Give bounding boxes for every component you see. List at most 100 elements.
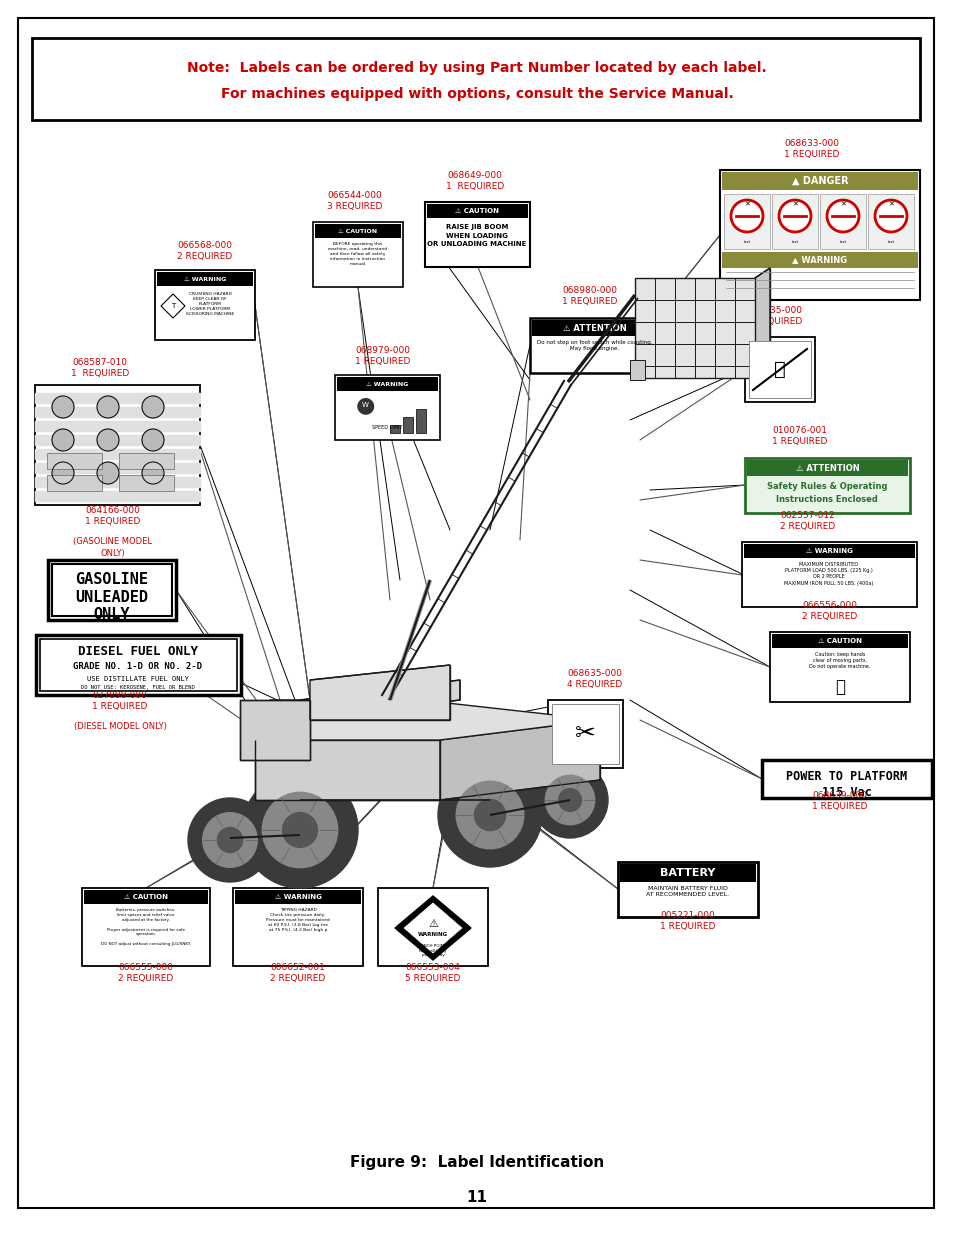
Bar: [84, 890, 208, 904]
Circle shape: [545, 776, 594, 825]
Circle shape: [52, 429, 74, 451]
Polygon shape: [35, 435, 200, 445]
Text: 062557-012: 062557-012: [780, 511, 835, 520]
Text: 064166-000: 064166-000: [86, 506, 140, 515]
Bar: [35, 385, 200, 505]
Bar: [82, 888, 210, 966]
Bar: [157, 272, 253, 287]
Text: 115 Vac: 115 Vac: [821, 785, 871, 799]
Circle shape: [826, 200, 858, 232]
Text: ▲ WARNING: ▲ WARNING: [792, 256, 846, 264]
Polygon shape: [240, 700, 310, 760]
Polygon shape: [254, 700, 599, 740]
Bar: [234, 890, 360, 904]
Text: 010076-001: 010076-001: [772, 426, 826, 435]
Bar: [314, 224, 400, 238]
Circle shape: [217, 827, 242, 852]
Polygon shape: [754, 268, 769, 378]
Bar: [723, 194, 769, 249]
Polygon shape: [35, 450, 200, 459]
Text: ⚠ CAUTION: ⚠ CAUTION: [124, 894, 168, 900]
Bar: [820, 194, 865, 249]
Bar: [741, 542, 916, 606]
Bar: [32, 38, 919, 120]
Bar: [233, 888, 363, 966]
Circle shape: [142, 429, 164, 451]
Circle shape: [97, 429, 119, 451]
Polygon shape: [35, 393, 200, 403]
Polygon shape: [310, 664, 450, 720]
Text: 066553-004: 066553-004: [405, 963, 460, 972]
Text: ⚠ ATTENTION: ⚠ ATTENTION: [795, 463, 859, 473]
Bar: [424, 203, 530, 267]
Bar: [619, 864, 755, 882]
Text: 068639-000: 068639-000: [812, 790, 866, 800]
Bar: [119, 475, 173, 492]
Text: 3 REQUIRED: 3 REQUIRED: [327, 203, 382, 211]
Circle shape: [142, 462, 164, 484]
Bar: [629, 359, 644, 380]
Text: 027898-000: 027898-000: [92, 692, 148, 700]
Circle shape: [456, 782, 523, 848]
Text: TIPPING HAZARD
Check tire pressure daily.
Pressure must be maintained
at 60 P.S.: TIPPING HAZARD Check tire pressure daily…: [266, 908, 330, 931]
Polygon shape: [161, 294, 185, 317]
Circle shape: [97, 462, 119, 484]
Text: 2 REQUIRED: 2 REQUIRED: [801, 613, 857, 621]
Polygon shape: [35, 477, 200, 487]
Circle shape: [874, 200, 906, 232]
Text: ⚠ WARNING: ⚠ WARNING: [184, 277, 226, 282]
Bar: [154, 270, 254, 340]
Text: WARNING: WARNING: [417, 931, 448, 936]
Circle shape: [202, 813, 257, 867]
Polygon shape: [35, 421, 200, 431]
Text: text: text: [742, 240, 750, 245]
Text: 11: 11: [466, 1191, 487, 1205]
Text: GRADE NO. 1-D OR NO. 2-D: GRADE NO. 1-D OR NO. 2-D: [73, 662, 202, 671]
Text: 068980-000: 068980-000: [562, 287, 617, 295]
Text: CRUSHING HAZARD
KEEP CLEAR OF
PLATFORM
LOWER PLATFORM
SCISSORING MACHINE: CRUSHING HAZARD KEEP CLEAR OF PLATFORM L…: [186, 291, 233, 316]
Polygon shape: [635, 368, 769, 378]
Bar: [744, 458, 909, 513]
Text: ONLY): ONLY): [100, 550, 125, 558]
Text: text: text: [839, 240, 845, 245]
Text: BEFORE operating this
machine, read, understand
and then follow all safety
infor: BEFORE operating this machine, read, und…: [328, 242, 387, 266]
Text: 068635-000: 068635-000: [747, 306, 801, 315]
Text: ✂: ✂: [574, 722, 595, 746]
Text: 2 REQUIRED: 2 REQUIRED: [780, 522, 835, 531]
Text: ⚠ ATTENTION: ⚠ ATTENTION: [562, 324, 626, 332]
Bar: [547, 700, 622, 768]
Text: W: W: [361, 403, 368, 408]
Text: 1 REQUIRED: 1 REQUIRED: [659, 923, 715, 931]
Text: 066556-000: 066556-000: [801, 601, 857, 610]
Text: (GASOLINE MODEL: (GASOLINE MODEL: [73, 537, 152, 546]
Text: Figure 9:  Label Identification: Figure 9: Label Identification: [350, 1155, 603, 1170]
Text: DO NOT USE: KEROSENE, FUEL OR BLEND: DO NOT USE: KEROSENE, FUEL OR BLEND: [81, 685, 194, 690]
Bar: [867, 194, 913, 249]
Text: 2 REQUIRED: 2 REQUIRED: [270, 974, 325, 983]
Polygon shape: [254, 740, 439, 800]
Text: 005221-000: 005221-000: [659, 911, 715, 920]
Text: 1 REQUIRED: 1 REQUIRED: [772, 437, 827, 446]
Circle shape: [242, 772, 357, 888]
Text: 068635-000: 068635-000: [567, 669, 622, 678]
Text: 066544-000: 066544-000: [327, 191, 382, 200]
Polygon shape: [299, 680, 459, 720]
Bar: [377, 888, 488, 966]
Text: 066555-000: 066555-000: [118, 963, 173, 972]
Text: ONLY: ONLY: [93, 606, 131, 622]
Text: 068587-010: 068587-010: [72, 358, 128, 367]
Text: ✕: ✕: [840, 201, 845, 207]
Text: 1 REQUIRED: 1 REQUIRED: [85, 517, 140, 526]
Text: UNLEADED: UNLEADED: [75, 590, 149, 605]
Bar: [743, 543, 914, 558]
Bar: [744, 337, 814, 403]
Circle shape: [52, 396, 74, 417]
Text: ▲ DANGER: ▲ DANGER: [791, 177, 847, 186]
Text: 1 REQUIRED: 1 REQUIRED: [355, 357, 410, 366]
Text: 068633-000: 068633-000: [783, 140, 839, 148]
Bar: [390, 425, 399, 433]
Bar: [618, 862, 758, 918]
Text: 🚶: 🚶: [773, 359, 785, 378]
Text: ⚠: ⚠: [428, 919, 437, 929]
Bar: [48, 559, 175, 620]
